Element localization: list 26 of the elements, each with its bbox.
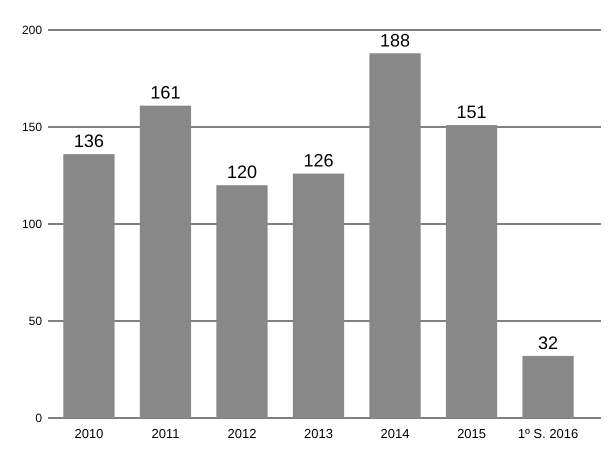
- data-label: 120: [226, 162, 258, 182]
- data-label: 126: [303, 150, 334, 171]
- x-tick-label: 2012: [228, 426, 256, 441]
- x-tick-label: 1º S. 2016: [518, 426, 578, 441]
- bar: [292, 174, 344, 418]
- x-tick-label: 2013: [304, 426, 333, 441]
- x-tick-label: 2010: [74, 426, 104, 441]
- bar: [369, 53, 421, 418]
- bar: [63, 154, 115, 418]
- data-label: 32: [538, 332, 558, 353]
- y-tick-label: 50: [28, 314, 42, 328]
- bar: [140, 106, 192, 418]
- bar: [216, 185, 268, 418]
- bar: [446, 125, 498, 418]
- y-tick-label: 150: [22, 120, 42, 134]
- x-tick-label: 2015: [457, 426, 486, 441]
- y-tick-label: 200: [22, 23, 42, 38]
- x-tick-label: 2011: [151, 426, 180, 441]
- data-label: 151: [456, 102, 487, 122]
- x-tick-label: 2014: [380, 426, 410, 441]
- bar: [522, 356, 574, 418]
- y-tick-label: 0: [35, 411, 42, 426]
- data-label: 136: [74, 131, 104, 152]
- y-tick-label: 100: [22, 217, 42, 232]
- data-label: 188: [380, 30, 410, 50]
- data-label: 161: [150, 82, 180, 103]
